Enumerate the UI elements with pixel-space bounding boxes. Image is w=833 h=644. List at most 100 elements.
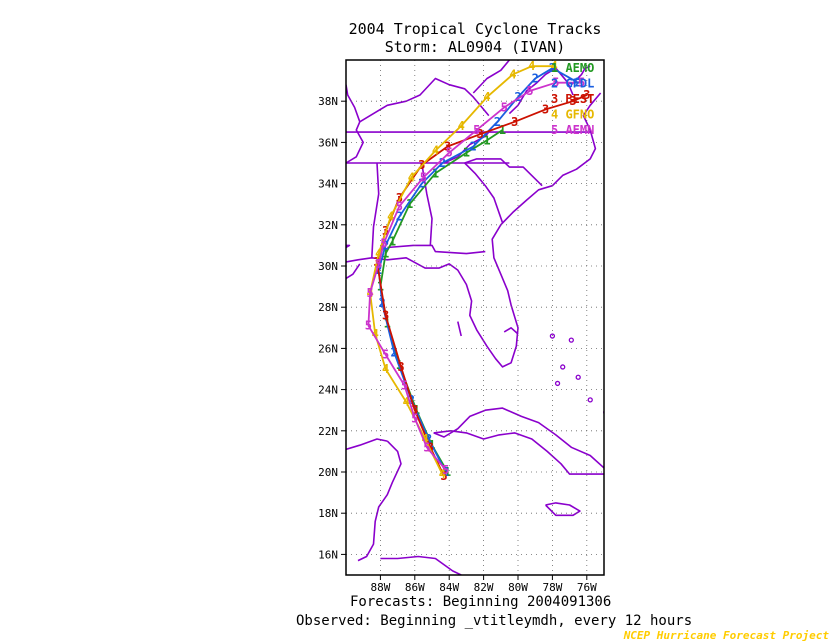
legend-entry: 4 GFNO <box>551 108 594 122</box>
coastline-7 <box>380 555 462 575</box>
track-point-aemn: 5 <box>552 76 559 90</box>
track-point-gfdl: 2 <box>382 238 389 252</box>
track-point-best: 3 <box>542 102 549 116</box>
lon-tick-label: 88W <box>370 581 390 594</box>
lat-tick-label: 36N <box>318 136 338 149</box>
track-point-gfdl: 2 <box>470 140 477 154</box>
track-point-gfno: 4 <box>483 90 490 104</box>
track-point-aemn: 5 <box>366 286 373 300</box>
coastline-16 <box>420 162 433 246</box>
track-point-aemn: 5 <box>401 378 408 392</box>
lat-tick-label: 38N <box>318 95 338 108</box>
coastline-11 <box>508 67 574 115</box>
track-line-aemo <box>379 129 503 473</box>
chart-title-line1: 2004 Tropical Cyclone Tracks <box>348 20 602 38</box>
axis-ticks: 16N 18N 20N 22N 24N 26N 28N 30N 32N 34N 36N 38N 88W 8… <box>318 95 597 594</box>
track-point-best: 3 <box>440 469 447 483</box>
track-point-aemn: 5 <box>501 100 508 114</box>
island-3 <box>587 397 593 403</box>
lon-tick-label: 78W <box>542 581 562 594</box>
track-point-gfdl: 2 <box>418 177 425 191</box>
coastline-6 <box>346 438 388 451</box>
coastline-5 <box>357 440 402 562</box>
credit-label: NCEP Hurricane Forecast Project <box>623 629 829 642</box>
legend-entry: 1 AEMO <box>551 61 594 75</box>
coastline-17 <box>387 244 486 255</box>
lat-tick-label: 18N <box>318 507 338 520</box>
coastline-10 <box>472 60 511 94</box>
track-point-aemn: 5 <box>446 146 453 160</box>
coastline-8 <box>346 84 365 164</box>
map-frame <box>345 59 605 576</box>
track-point-gfdl: 2 <box>379 296 386 310</box>
track-point-aemn: 5 <box>375 257 382 271</box>
lat-tick-label: 24N <box>318 384 338 397</box>
track-point-gfdl: 2 <box>425 432 432 446</box>
track-point-aemn: 5 <box>380 236 387 250</box>
lat-lon-grid <box>346 60 604 575</box>
island-4 <box>549 333 556 339</box>
track-point-best: 3 <box>382 308 389 322</box>
track-point-gfno: 4 <box>382 362 389 376</box>
track-point-best: 3 <box>396 191 403 205</box>
track-point-aemo: 1 <box>406 197 413 211</box>
coastline-12 <box>570 65 591 86</box>
island-2 <box>575 374 581 380</box>
lat-tick-label: 22N <box>318 425 338 438</box>
track-point-best: 3 <box>444 140 451 154</box>
track-point-aemo: 1 <box>382 247 389 261</box>
track-point-gfno: 4 <box>551 59 558 73</box>
track-point-best: 3 <box>569 94 576 108</box>
forecast-tracks: 1111111111111222222222222222233333333333… <box>365 59 591 483</box>
track-point-aemn: 5 <box>396 199 403 213</box>
observed-start-label: Observed: Beginning _vtitleymdh, every 1… <box>296 613 693 629</box>
track-point-best: 3 <box>427 440 434 454</box>
coastline-15 <box>464 162 504 223</box>
track-point-gfdl: 2 <box>442 465 449 479</box>
track-point-gfno: 4 <box>439 467 446 481</box>
lat-tick-label: 30N <box>318 260 338 273</box>
track-point-gfno: 4 <box>509 67 516 81</box>
track-point-aemn: 5 <box>526 84 533 98</box>
track-point-gfdl: 2 <box>514 90 521 104</box>
track-line-aemn <box>367 81 582 471</box>
track-point-gfno: 4 <box>432 144 439 158</box>
lat-tick-label: 28N <box>318 301 338 314</box>
coastline-13 <box>443 129 492 164</box>
lat-tick-label: 20N <box>318 466 338 479</box>
lon-tick-label: 84W <box>439 581 459 594</box>
lat-tick-label: 26N <box>318 342 338 355</box>
track-point-aemo: 1 <box>463 146 470 160</box>
track-point-gfdl: 2 <box>439 156 446 170</box>
track-point-gfdl: 2 <box>396 210 403 224</box>
track-point-aemn: 5 <box>411 411 418 425</box>
track-point-aemo: 1 <box>444 465 451 479</box>
track-line-gfdl <box>377 67 579 473</box>
forecast-start-label: Forecasts: Beginning 2004091306 <box>350 594 612 610</box>
coastline-4 <box>544 502 581 517</box>
track-point-best: 3 <box>411 403 418 417</box>
track-point-gfno: 4 <box>422 432 429 446</box>
track-point-best: 3 <box>397 360 404 374</box>
track-point-best: 3 <box>511 115 518 129</box>
track-point-gfdl: 2 <box>494 115 501 129</box>
coastline-0 <box>346 92 602 368</box>
track-point-aemn: 5 <box>365 319 372 333</box>
lon-tick-label: 86W <box>405 581 425 594</box>
track-point-gfno: 4 <box>408 170 415 184</box>
chart-title-line2: Storm: AL0904 (IVAN) <box>384 38 566 56</box>
coastline-2 <box>433 407 604 469</box>
legend-entry: 5 AEMN <box>551 123 594 137</box>
coastline-9 <box>359 77 490 123</box>
track-point-gfno: 4 <box>403 395 410 409</box>
track-point-best: 3 <box>477 127 484 141</box>
track-point-aemo: 1 <box>499 123 506 137</box>
island-5 <box>568 337 574 343</box>
track-point-aemo: 1 <box>432 166 439 180</box>
track-point-gfdl: 2 <box>391 346 398 360</box>
track-point-aemn: 5 <box>473 123 480 137</box>
lat-tick-label: 32N <box>318 219 338 232</box>
coastline-3 <box>433 429 604 475</box>
coastline-18 <box>371 162 380 258</box>
